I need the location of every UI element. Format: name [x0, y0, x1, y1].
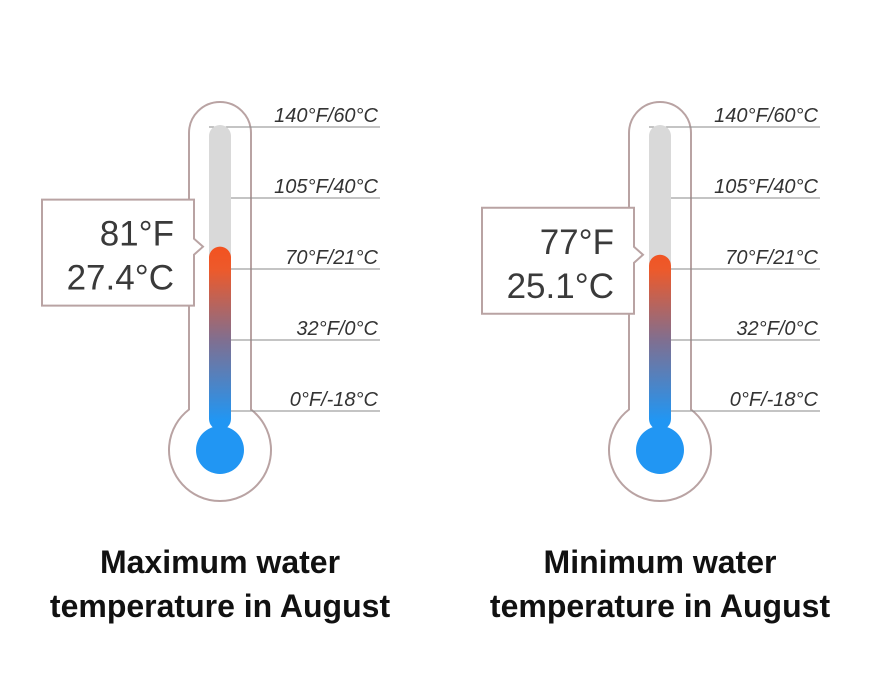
scale-label: 32°F/0°C	[736, 318, 818, 340]
scale-label: 105°F/40°C	[714, 176, 818, 198]
thermometer-bulb	[636, 426, 684, 474]
chart-title-line: Minimum water	[544, 544, 777, 580]
scale-label: 140°F/60°C	[714, 105, 818, 127]
scale-label: 32°F/0°C	[296, 318, 378, 340]
scale-label: 70°F/21°C	[285, 247, 378, 269]
scale-label: 105°F/40°C	[274, 176, 378, 198]
thermometer-panel-1: 140°F/60°C 105°F/40°C 70°F/21°C 32°F/0°C 0°F…	[41, 101, 391, 624]
scale-label: 70°F/21°C	[725, 247, 818, 269]
value-celsius: 25.1°C	[507, 267, 614, 306]
value-callout	[481, 206, 645, 315]
thermometer-fill	[209, 246, 231, 430]
scale-label: 140°F/60°C	[274, 105, 378, 127]
value-callout	[41, 198, 205, 307]
value-celsius: 27.4°C	[67, 259, 174, 298]
thermometer-fill	[649, 254, 671, 430]
scale-label: 0°F/-18°C	[290, 389, 379, 411]
value-fahrenheit: 77°F	[540, 223, 614, 262]
thermometer-panel-2: 140°F/60°C 105°F/40°C 70°F/21°C 32°F/0°C 0°F…	[481, 101, 831, 624]
thermometer-bulb	[196, 426, 244, 474]
scale-label: 0°F/-18°C	[730, 389, 819, 411]
chart-title-line: Maximum water	[100, 544, 340, 580]
value-fahrenheit: 81°F	[100, 215, 174, 254]
chart-title-line: temperature in August	[50, 588, 391, 624]
chart-title-line: temperature in August	[490, 588, 831, 624]
